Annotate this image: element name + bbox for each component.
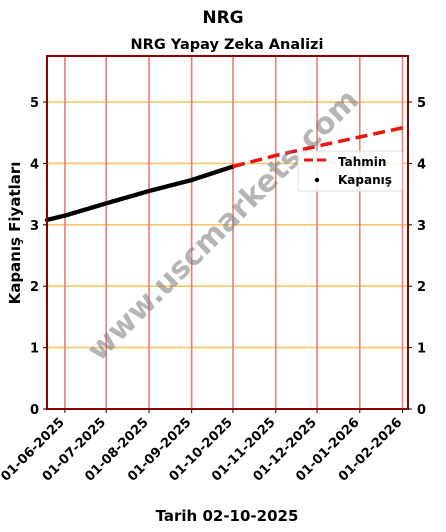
- y-tick-label: 3: [30, 219, 39, 234]
- y-tick-label-right: 4: [417, 157, 426, 172]
- legend: Tahmin Kapanış: [297, 150, 403, 192]
- legend-tahmin-label: Tahmin: [338, 155, 386, 169]
- y-tick-label: 0: [30, 403, 39, 418]
- y-tick-label: 5: [30, 96, 39, 111]
- chart-subtitle: NRG Yapay Zeka Analizi: [131, 37, 324, 53]
- y-tick-label-right: 3: [417, 219, 426, 234]
- y-tick-label-right: 2: [417, 280, 426, 295]
- x-axis-label: Tarih 02-10-2025: [156, 507, 299, 525]
- y-tick-label-right: 5: [417, 96, 426, 111]
- grid: [47, 56, 408, 409]
- y-tick-label: 4: [30, 157, 39, 172]
- y-tick-label-right: 0: [417, 403, 426, 418]
- legend-kapanis-label: Kapanış: [338, 173, 392, 187]
- chart-title: NRG: [202, 8, 243, 28]
- plot-frame: [46, 55, 409, 410]
- series-layer: [44, 124, 409, 223]
- y-tick-label: 2: [30, 280, 39, 295]
- legend-kapanis-swatch: [314, 177, 320, 183]
- y-tick-label-right: 1: [417, 342, 426, 357]
- tahmin-line: [232, 124, 409, 169]
- y-axis-label: Kapanış Fiyatları: [6, 162, 24, 305]
- y-tick-label: 1: [30, 342, 39, 357]
